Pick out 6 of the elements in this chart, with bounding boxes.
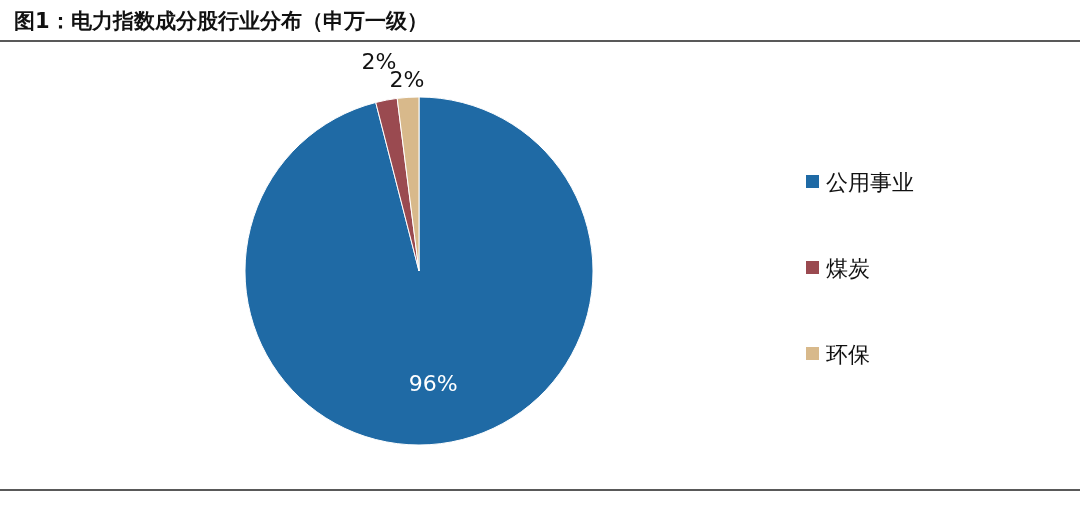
legend-label: 煤炭	[826, 256, 870, 281]
legend-label: 环保	[826, 342, 870, 367]
pie-slice	[244, 96, 594, 446]
data-label: 96%	[408, 371, 458, 397]
legend-label: 公用事业	[826, 170, 914, 195]
chart-title: 图1：电力指数成分股行业分布（申万一级）	[14, 9, 428, 33]
